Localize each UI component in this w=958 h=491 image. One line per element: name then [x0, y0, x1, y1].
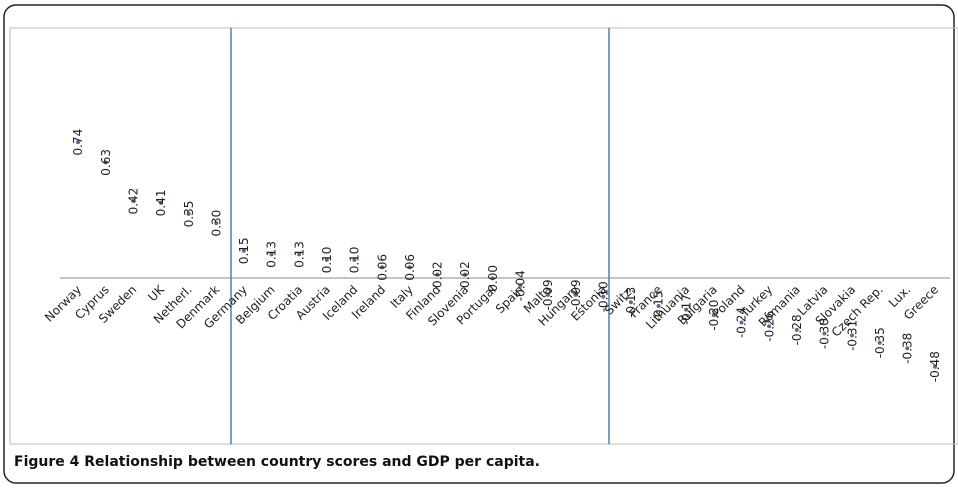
point [601, 294, 606, 299]
point [407, 265, 412, 270]
point [269, 252, 274, 257]
value-label: -0.30 [818, 318, 832, 349]
value-label: -0.04 [514, 270, 528, 301]
point [186, 211, 191, 216]
point [877, 340, 882, 345]
value-label: 0.63 [99, 149, 113, 176]
point [628, 300, 633, 305]
frame [3, 4, 955, 484]
point [905, 346, 910, 351]
point [158, 200, 163, 205]
value-label: 0.00 [486, 265, 500, 292]
value-label: 0.42 [126, 188, 140, 215]
value-label: -0.20 [707, 300, 721, 331]
point [933, 364, 937, 369]
point [297, 252, 302, 257]
point [131, 199, 136, 204]
point [545, 292, 550, 297]
plot-area [9, 27, 958, 445]
point [324, 257, 329, 262]
value-label: -0.09 [541, 279, 555, 310]
value-label: 0.02 [458, 261, 472, 288]
value-label: 0.13 [265, 241, 279, 268]
value-label: 0.13 [292, 241, 306, 268]
x-tick-label: UK [145, 282, 167, 304]
point [573, 292, 578, 297]
point [767, 324, 772, 329]
point [490, 276, 495, 281]
point [822, 331, 827, 336]
value-label: 0.02 [431, 261, 445, 288]
point [656, 303, 661, 308]
point [518, 283, 523, 288]
value-label: 0.06 [375, 254, 389, 281]
value-label: 0.35 [182, 201, 196, 228]
point [352, 257, 357, 262]
point [463, 272, 468, 277]
value-label: -0.13 [624, 287, 638, 318]
value-label: -0.26 [762, 311, 776, 342]
point [711, 313, 716, 318]
point [241, 248, 246, 253]
value-label: 0.41 [154, 190, 168, 217]
value-label: 0.10 [348, 247, 362, 274]
value-label: -0.28 [790, 314, 804, 345]
value-label: -0.31 [845, 320, 859, 351]
value-label: -0.17 [679, 294, 693, 325]
value-label: 0.74 [71, 129, 85, 156]
value-label: 0.10 [320, 247, 334, 274]
value-label: -0.48 [928, 351, 942, 382]
value-label: -0.09 [569, 279, 583, 310]
value-label: 0.30 [209, 210, 223, 237]
value-label: -0.15 [652, 290, 666, 321]
caption: Figure 4 Relationship between country sc… [14, 454, 540, 470]
point [684, 307, 689, 312]
point [739, 320, 744, 325]
point [794, 327, 799, 332]
value-label: -0.38 [901, 333, 915, 364]
point [435, 272, 440, 277]
point [76, 140, 80, 145]
point [380, 265, 385, 270]
value-label: 0.15 [237, 237, 251, 264]
point [850, 333, 855, 338]
value-label: 0.06 [403, 254, 417, 281]
point [103, 160, 108, 165]
value-label: -0.24 [735, 307, 749, 338]
value-label: -0.35 [873, 327, 887, 358]
value-label: -0.10 [596, 281, 610, 312]
point [214, 221, 219, 226]
